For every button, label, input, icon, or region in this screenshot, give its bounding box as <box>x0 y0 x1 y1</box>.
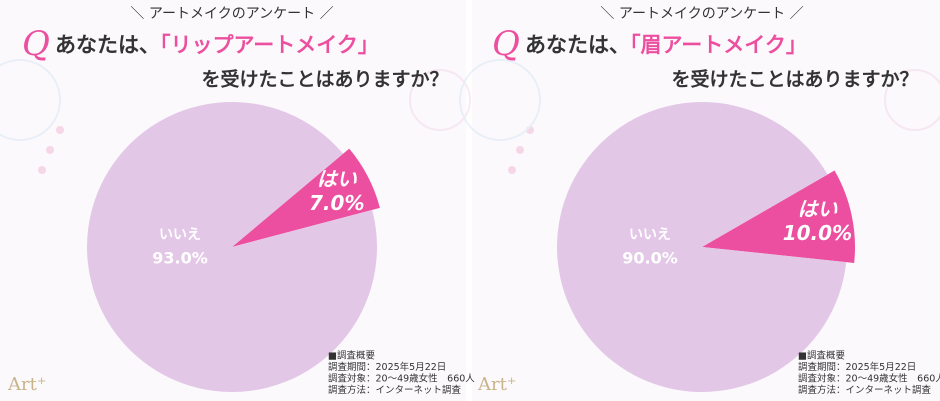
question-text: を受けたことはありますか？ <box>671 68 918 91</box>
question-highlight: 「リップアートメイク」 <box>160 33 379 57</box>
slice-name: いいえ <box>159 227 201 243</box>
slice-name: いいえ <box>629 227 671 243</box>
survey-note: 調査期間：2025年5月22日 <box>328 361 446 373</box>
question-text: あなたは、 <box>55 33 160 57</box>
decoration <box>0 59 940 174</box>
q-icon: Q <box>492 24 520 64</box>
question: あなたは、「リップアートメイク」 <box>55 33 379 57</box>
slice-name: はい <box>797 197 838 221</box>
survey-note: 調査期間：2025年5月22日 <box>798 361 916 373</box>
slice-value: 93.0% <box>152 249 208 268</box>
survey-note: 調査対象：20〜49歳女性 660人 <box>328 373 475 385</box>
question-text: を受けたことはありますか？ <box>201 68 448 91</box>
header: ＼ アートメイクのアンケート ／ <box>600 6 803 22</box>
pie-slice <box>557 102 847 393</box>
survey-note: 調査対象：20〜49歳女性 660人 <box>798 373 940 385</box>
survey-note: 調査方法：インターネット調査 <box>798 384 932 396</box>
pie-slice <box>232 148 380 247</box>
question-highlight: 「眉アートメイク」 <box>630 33 807 57</box>
survey-note: ■調査概要 <box>798 350 845 362</box>
pie-slice <box>86 101 377 392</box>
question-text: あなたは、 <box>525 33 630 57</box>
question: あなたは、「眉アートメイク」 <box>525 33 807 57</box>
pie-slice <box>702 170 856 263</box>
logo: Art⁺ <box>7 374 46 395</box>
slice-name: はい <box>317 167 358 191</box>
header: ＼ アートメイクのアンケート ／ <box>130 6 333 22</box>
slice-value: 7.0% <box>309 191 364 215</box>
logo: Art⁺ <box>477 374 516 395</box>
slice-value: 10.0% <box>783 221 852 245</box>
slice-value: 90.0% <box>622 249 678 268</box>
survey-note: 調査方法：インターネット調査 <box>328 384 462 396</box>
survey-note: ■調査概要 <box>328 350 375 362</box>
q-icon: Q <box>22 24 50 64</box>
